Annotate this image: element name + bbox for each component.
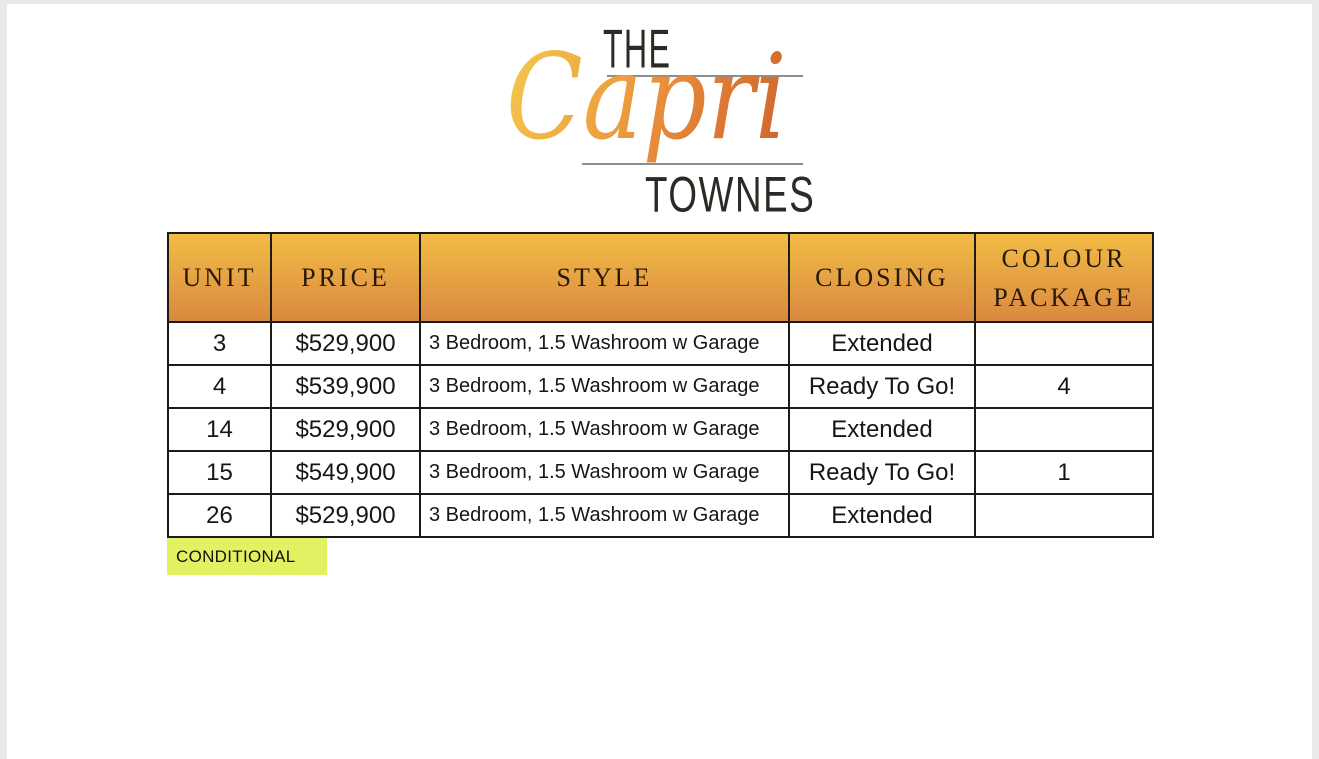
logo-script-capri: Capri bbox=[506, 28, 787, 166]
closing-cell: Extended bbox=[788, 321, 976, 366]
closing-cell: Extended bbox=[788, 407, 976, 452]
table-row: 3 $529,900 3 Bedroom, 1.5 Washroom w Gar… bbox=[167, 321, 1154, 366]
conditional-legend: CONDITIONAL bbox=[167, 538, 327, 575]
logo-word-townes: TOWNES bbox=[645, 166, 816, 223]
price-cell: $529,900 bbox=[270, 321, 421, 366]
table-row: 14 $529,900 3 Bedroom, 1.5 Washroom w Ga… bbox=[167, 407, 1154, 452]
colour-package-cell bbox=[974, 493, 1154, 538]
style-cell: 3 Bedroom, 1.5 Washroom w Garage bbox=[419, 450, 790, 495]
column-header-unit: UNIT bbox=[167, 232, 272, 323]
price-cell: $539,900 bbox=[270, 364, 421, 409]
column-header-closing: CLOSING bbox=[788, 232, 976, 323]
column-header-style: STYLE bbox=[419, 232, 790, 323]
unit-cell: 4 bbox=[167, 364, 272, 409]
pricing-table: UNIT PRICE STYLE CLOSING COLOUR PACKAGE … bbox=[167, 232, 1154, 538]
logo-divider-bottom bbox=[582, 163, 803, 165]
table-row: 4 $539,900 3 Bedroom, 1.5 Washroom w Gar… bbox=[167, 364, 1154, 409]
column-header-price: PRICE bbox=[270, 232, 421, 323]
unit-cell: 15 bbox=[167, 450, 272, 495]
style-cell: 3 Bedroom, 1.5 Washroom w Garage bbox=[419, 321, 790, 366]
header-row: UNIT PRICE STYLE CLOSING COLOUR PACKAGE bbox=[167, 232, 1154, 323]
colour-package-cell bbox=[974, 321, 1154, 366]
colour-package-cell: 1 bbox=[974, 450, 1154, 495]
logo-word-the: THE bbox=[603, 18, 671, 81]
price-cell: $529,900 bbox=[270, 407, 421, 452]
unit-cell: 14 bbox=[167, 407, 272, 452]
closing-cell: Ready To Go! bbox=[788, 450, 976, 495]
table-row: 26 $529,900 3 Bedroom, 1.5 Washroom w Ga… bbox=[167, 493, 1154, 538]
colour-package-cell bbox=[974, 407, 1154, 452]
style-cell: 3 Bedroom, 1.5 Washroom w Garage bbox=[419, 493, 790, 538]
table-row: 15 $549,900 3 Bedroom, 1.5 Washroom w Ga… bbox=[167, 450, 1154, 495]
price-cell: $549,900 bbox=[270, 450, 421, 495]
price-cell: $529,900 bbox=[270, 493, 421, 538]
column-header-colour-package: COLOUR PACKAGE bbox=[974, 232, 1154, 323]
unit-cell: 3 bbox=[167, 321, 272, 366]
style-cell: 3 Bedroom, 1.5 Washroom w Garage bbox=[419, 364, 790, 409]
style-cell: 3 Bedroom, 1.5 Washroom w Garage bbox=[419, 407, 790, 452]
logo-divider-top bbox=[607, 75, 803, 77]
closing-cell: Extended bbox=[788, 493, 976, 538]
colour-package-cell: 4 bbox=[974, 364, 1154, 409]
unit-cell: 26 bbox=[167, 493, 272, 538]
closing-cell: Ready To Go! bbox=[788, 364, 976, 409]
